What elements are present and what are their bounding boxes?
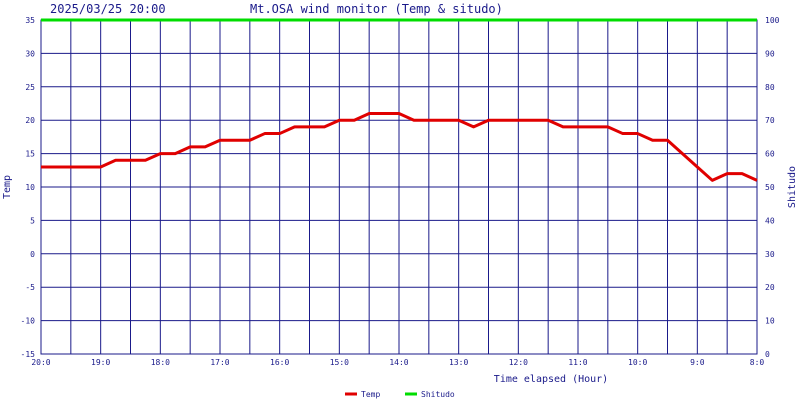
y-tick-label-left: -10 — [21, 317, 36, 326]
y-tick-label-right: 20 — [765, 283, 775, 292]
y-tick-label-right: 90 — [765, 49, 775, 58]
y-tick-label-left: 35 — [25, 16, 35, 25]
y-tick-label-right: 80 — [765, 83, 775, 92]
y-axis-label-right: Shitudo — [787, 166, 798, 208]
x-tick-label: 17:0 — [210, 358, 229, 367]
y-tick-label-left: 20 — [25, 116, 35, 125]
y-tick-label-left: 0 — [30, 250, 35, 259]
y-tick-label-left: 5 — [30, 216, 35, 225]
y-axis-label-left: Temp — [2, 175, 13, 199]
legend-label-shitudo: Shitudo — [421, 390, 455, 399]
y-tick-label-right: 0 — [765, 350, 770, 359]
grid — [40, 19, 758, 355]
y-tick-label-left: -15 — [21, 350, 36, 359]
x-tick-label: 20:0 — [31, 358, 50, 367]
x-tick-label: 15:0 — [330, 358, 349, 367]
x-ticks: 20:0 19:0 18:0 17:0 16:0 15:0 14:0 13:0 12:0 11:0… — [31, 358, 764, 367]
x-tick-label: 12:0 — [509, 358, 528, 367]
x-tick-label: 9:0 — [690, 358, 705, 367]
x-tick-label: 16:0 — [270, 358, 289, 367]
y-tick-label-left: 15 — [25, 150, 35, 159]
y-tick-label-left: 10 — [25, 183, 35, 192]
series-line-temp — [41, 112, 758, 182]
y-tick-label-right: 60 — [765, 150, 775, 159]
y-tick-label-right: 100 — [765, 16, 780, 25]
x-tick-label: 13:0 — [449, 358, 468, 367]
x-tick-label: 8:0 — [750, 358, 765, 367]
y-ticks-left: 35 30 25 20 15 10 5 0 -5 -10 -15 — [21, 16, 36, 359]
y-tick-label-right: 10 — [765, 317, 775, 326]
y-tick-label-right: 50 — [765, 183, 775, 192]
datetime-label: 2025/03/25 20:00 — [50, 2, 166, 16]
y-tick-label-right: 40 — [765, 216, 775, 225]
x-axis-label: Time elapsed (Hour) — [494, 374, 608, 385]
y-tick-label-left: 30 — [25, 49, 35, 58]
x-tick-label: 14:0 — [389, 358, 408, 367]
chart-title: Mt.OSA wind monitor (Temp & situdo) — [250, 2, 503, 16]
y-tick-label-right: 30 — [765, 250, 775, 259]
x-tick-label: 10:0 — [628, 358, 647, 367]
x-tick-label: 19:0 — [91, 358, 110, 367]
x-tick-label: 18:0 — [151, 358, 170, 367]
series-layer — [41, 18, 758, 182]
legend: Temp Shitudo — [345, 390, 455, 399]
y-tick-label-left: 25 — [25, 83, 35, 92]
y-tick-label-right: 70 — [765, 116, 775, 125]
x-tick-label: 11:0 — [568, 358, 587, 367]
legend-label-temp: Temp — [361, 390, 380, 399]
y-tick-label-left: -5 — [25, 283, 35, 292]
